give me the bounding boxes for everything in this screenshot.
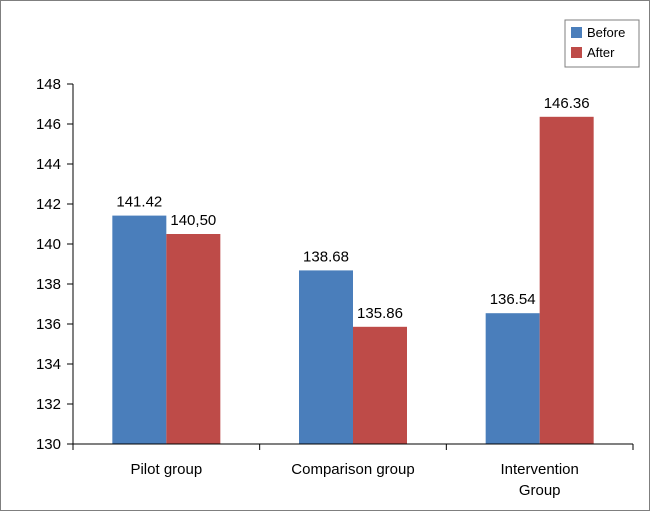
data-label-after-0: 140,50 [170,212,216,229]
y-tick-label-146: 146 [36,116,61,133]
y-tick-label-134: 134 [36,356,61,373]
data-label-after-2: 146.36 [544,95,590,112]
y-tick-label-130: 130 [36,436,61,453]
y-tick-label-138: 138 [36,276,61,293]
data-label-before-2: 136.54 [490,291,536,308]
labels-layer: 141.42 138.68 136.54 140,50 135.86 146.36 130 1… [36,76,590,499]
x-tick-label-0-line-0: Pilot group [130,461,202,478]
legend-label-after: After [587,45,615,60]
y-tick-label-140: 140 [36,236,61,253]
data-label-after-1: 135.86 [357,305,403,322]
bar-after-2 [539,116,594,445]
bar-before-1 [299,270,353,444]
y-tick-label-144: 144 [36,156,61,173]
bar-before-0 [112,215,167,444]
bar-after-0 [166,234,221,444]
legend-swatch-after [571,47,582,58]
legend-swatch-before [571,27,582,38]
bar-before-2 [485,313,540,444]
data-label-before-1: 138.68 [303,248,349,265]
data-label-before-0: 141.42 [116,194,162,211]
legend-label-before: Before [587,25,625,40]
bar-after-1 [353,326,407,444]
y-tick-label-142: 142 [36,196,61,213]
axes-layer [67,83,634,450]
x-tick-label-1-line-0: Comparison group [291,461,414,478]
y-tick-label-132: 132 [36,396,61,413]
y-tick-label-136: 136 [36,316,61,333]
x-tick-label-2-line-0: Intervention [500,461,578,478]
bars-layer [112,116,594,445]
y-tick-label-148: 148 [36,76,61,93]
x-tick-label-2-line-1: Group [519,482,561,499]
legend: Before After [564,19,640,68]
x-tick-label-1: Comparison group [291,461,414,478]
x-tick-label-2: Intervention Group [500,461,578,499]
x-tick-label-0: Pilot group [130,461,202,478]
